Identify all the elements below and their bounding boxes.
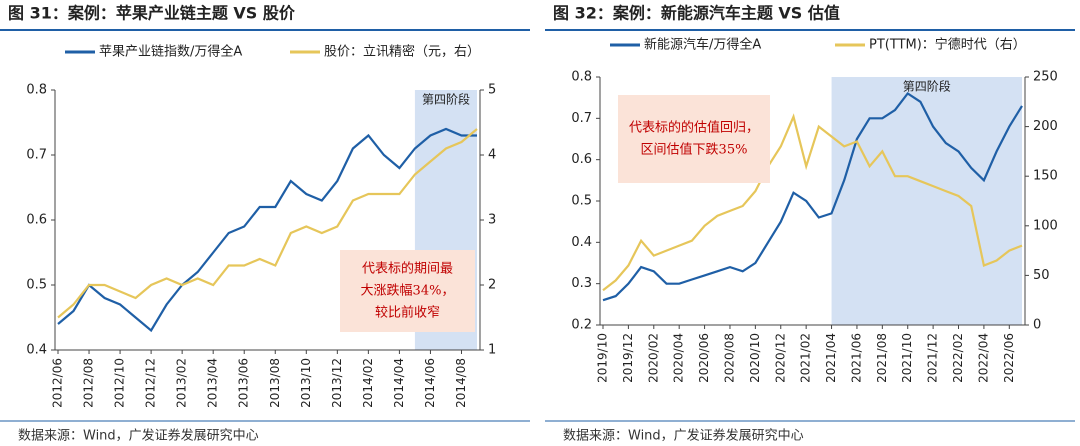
annotation-text: 大涨跌幅34%， <box>361 283 455 299</box>
y2-tick-label: 200 <box>1033 119 1058 134</box>
y-tick-label: 0.6 <box>571 152 592 167</box>
x-tick-label: 2020/08 <box>722 333 736 383</box>
x-tick-label: 2012/08 <box>82 358 96 408</box>
x-tick-label: 2021/08 <box>875 333 889 383</box>
legend-label: 苹果产业链指数/万得全A <box>99 44 242 60</box>
x-tick-label: 2021/10 <box>900 333 914 383</box>
x-tick-label: 2019/10 <box>596 333 610 383</box>
y-tick-label: 0.7 <box>26 148 47 163</box>
x-tick-label: 2020/06 <box>697 333 711 383</box>
phase-shade <box>831 77 1022 325</box>
legend-label: PT(TTM)：宁德时代（右） <box>869 37 1026 53</box>
annotation-text: 较比前收窄 <box>375 305 440 321</box>
y-tick-label: 0.7 <box>571 111 592 126</box>
y-tick-label: 0.8 <box>571 70 592 85</box>
annotation-text: 代表标的的估值回归， <box>629 120 759 136</box>
chart-title: 图 32：案例：新能源汽车主题 VS 估值 <box>553 4 840 23</box>
x-tick-label: 2013/10 <box>299 358 313 408</box>
chart-title: 图 31：案例：苹果产业链主题 VS 股价 <box>8 4 296 23</box>
y-tick-label: 0.4 <box>26 343 47 358</box>
y2-tick-label: 250 <box>1033 70 1058 85</box>
x-tick-label: 2022/06 <box>1002 333 1016 383</box>
source-note: 数据来源：Wind，广发证券发展研究中心 <box>563 428 804 444</box>
x-tick-label: 2012/12 <box>144 358 158 408</box>
x-tick-label: 2020/10 <box>748 333 762 383</box>
y-tick-label: 0.2 <box>571 318 592 333</box>
annotation-box <box>340 250 475 332</box>
x-tick-label: 2012/10 <box>113 358 127 408</box>
y-tick-label: 0.4 <box>571 235 592 250</box>
y2-tick-label: 50 <box>1033 268 1050 283</box>
y2-tick-label: 100 <box>1033 218 1058 233</box>
x-tick-label: 2014/08 <box>454 358 468 408</box>
y2-tick-label: 4 <box>488 148 496 163</box>
y-tick-label: 0.3 <box>571 276 592 291</box>
series-line <box>602 113 1023 292</box>
y2-tick-label: 2 <box>488 278 496 293</box>
y2-tick-label: 5 <box>488 83 496 98</box>
x-tick-label: 2013/06 <box>237 358 251 408</box>
y-tick-label: 0.5 <box>26 278 47 293</box>
x-tick-label: 2021/06 <box>849 333 863 383</box>
series-line <box>57 127 477 333</box>
x-tick-label: 2020/12 <box>773 333 787 383</box>
y2-tick-label: 1 <box>488 343 496 358</box>
x-tick-label: 2013/04 <box>206 358 220 408</box>
x-tick-label: 2013/02 <box>175 358 189 408</box>
x-tick-label: 2019/12 <box>621 333 635 383</box>
y2-tick-label: 0 <box>1033 318 1041 333</box>
x-tick-label: 2012/06 <box>51 358 65 408</box>
x-tick-label: 2014/04 <box>392 358 406 408</box>
x-tick-label: 2014/06 <box>423 358 437 408</box>
phase-label: 第四阶段 <box>422 92 470 107</box>
phase-label: 第四阶段 <box>903 79 951 94</box>
annotation-text: 代表标的期间最 <box>362 261 453 277</box>
y-tick-label: 0.6 <box>26 213 47 228</box>
x-tick-label: 2021/04 <box>824 333 838 383</box>
x-tick-label: 2020/04 <box>672 333 686 383</box>
x-tick-label: 2013/08 <box>268 358 282 408</box>
y-tick-label: 0.8 <box>26 83 47 98</box>
x-tick-label: 2022/04 <box>976 333 990 383</box>
legend-label: 新能源汽车/万得全A <box>644 37 761 53</box>
annotation-text: 区间估值下跌35% <box>641 142 748 158</box>
y-tick-label: 0.5 <box>571 194 592 209</box>
y2-tick-label: 150 <box>1033 169 1058 184</box>
x-tick-label: 2022/02 <box>951 333 965 383</box>
x-tick-label: 2021/02 <box>799 333 813 383</box>
annotation-box <box>618 95 770 183</box>
series-line <box>602 92 1023 302</box>
legend-label: 股价：立讯精密（元，右） <box>324 44 480 60</box>
x-tick-label: 2014/02 <box>361 358 375 408</box>
x-tick-label: 2020/02 <box>646 333 660 383</box>
x-tick-label: 2013/12 <box>330 358 344 408</box>
x-tick-label: 2021/12 <box>926 333 940 383</box>
source-note: 数据来源：Wind，广发证券发展研究中心 <box>18 428 259 444</box>
y2-tick-label: 3 <box>488 213 496 228</box>
series-line <box>57 128 478 319</box>
